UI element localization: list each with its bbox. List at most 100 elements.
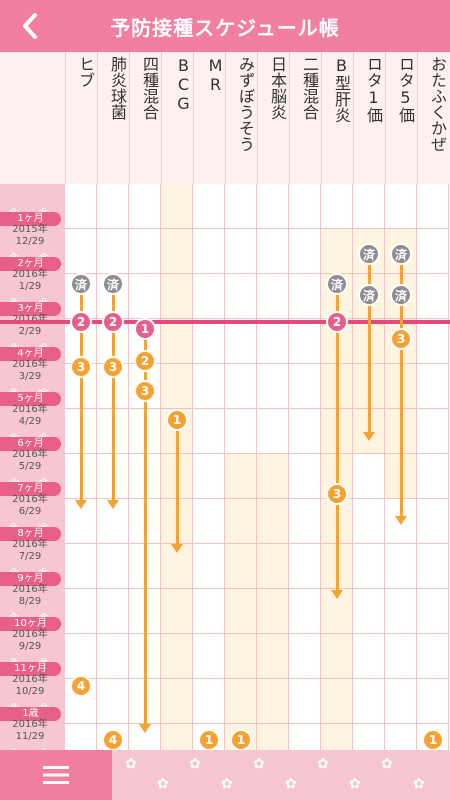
schedule-cell[interactable] [385, 634, 417, 679]
schedule-cell[interactable] [289, 454, 321, 499]
schedule-cell[interactable] [257, 724, 289, 750]
schedule-cell[interactable] [417, 544, 449, 589]
schedule-cell[interactable] [129, 184, 161, 229]
schedule-cell[interactable] [417, 409, 449, 454]
schedule-cell[interactable] [257, 319, 289, 364]
schedule-cell[interactable] [353, 634, 385, 679]
schedule-cell[interactable] [289, 499, 321, 544]
schedule-cell[interactable] [65, 184, 97, 229]
schedule-cell[interactable] [289, 409, 321, 454]
schedule-cell[interactable] [257, 499, 289, 544]
schedule-cell[interactable] [417, 364, 449, 409]
schedule-cell[interactable] [97, 679, 129, 724]
schedule-cell[interactable] [65, 589, 97, 634]
schedule-cell[interactable] [321, 679, 353, 724]
schedule-cell[interactable] [193, 364, 225, 409]
dose-badge[interactable]: 4 [102, 729, 124, 750]
schedule-cell[interactable] [193, 409, 225, 454]
schedule-cell[interactable] [97, 229, 129, 274]
schedule-cell[interactable] [257, 364, 289, 409]
schedule-cell[interactable] [289, 679, 321, 724]
schedule-cell[interactable] [161, 229, 193, 274]
schedule-cell[interactable] [161, 679, 193, 724]
schedule-cell[interactable] [289, 229, 321, 274]
schedule-cell[interactable] [257, 679, 289, 724]
schedule-cell[interactable] [289, 544, 321, 589]
schedule-cell[interactable] [257, 274, 289, 319]
done-badge[interactable]: 済 [326, 273, 348, 295]
dose-badge[interactable]: 3 [390, 328, 412, 350]
schedule-cell[interactable] [65, 544, 97, 589]
schedule-cell[interactable] [225, 319, 257, 364]
dose-badge[interactable]: 1 [166, 409, 188, 431]
back-button[interactable] [10, 8, 50, 44]
schedule-cell[interactable] [353, 679, 385, 724]
schedule-cell[interactable] [161, 724, 193, 750]
dose-badge[interactable]: 1 [134, 318, 156, 340]
schedule-cell[interactable] [289, 184, 321, 229]
schedule-cell[interactable] [417, 184, 449, 229]
schedule-cell[interactable] [417, 679, 449, 724]
dose-badge[interactable]: 4 [70, 675, 92, 697]
schedule-cell[interactable] [193, 679, 225, 724]
dose-badge[interactable]: 1 [230, 729, 252, 750]
schedule-cell[interactable] [417, 229, 449, 274]
done-badge[interactable]: 済 [358, 284, 380, 306]
schedule-cell[interactable] [193, 634, 225, 679]
dose-badge[interactable]: 2 [326, 311, 348, 333]
schedule-cell[interactable] [289, 319, 321, 364]
schedule-cell[interactable] [97, 589, 129, 634]
schedule-cell[interactable] [257, 229, 289, 274]
schedule-cell[interactable] [417, 589, 449, 634]
schedule-cell[interactable] [289, 724, 321, 750]
schedule-cell[interactable] [385, 724, 417, 750]
schedule-cell[interactable] [161, 184, 193, 229]
schedule-cell[interactable] [225, 229, 257, 274]
schedule-cell[interactable] [65, 724, 97, 750]
dose-badge[interactable]: 1 [198, 729, 220, 750]
schedule-cell[interactable] [225, 274, 257, 319]
dose-badge[interactable]: 1 [422, 729, 444, 750]
schedule-cell[interactable] [321, 229, 353, 274]
done-badge[interactable]: 済 [70, 273, 92, 295]
schedule-cell[interactable] [321, 724, 353, 750]
dose-badge[interactable]: 3 [70, 356, 92, 378]
schedule-cell[interactable] [161, 589, 193, 634]
schedule-cell[interactable] [225, 409, 257, 454]
schedule-cell[interactable] [161, 634, 193, 679]
schedule-cell[interactable] [193, 544, 225, 589]
schedule-cell[interactable] [353, 184, 385, 229]
schedule-cell[interactable] [385, 544, 417, 589]
schedule-cell[interactable] [193, 454, 225, 499]
schedule-cell[interactable] [385, 679, 417, 724]
schedule-cell[interactable] [353, 589, 385, 634]
schedule-cell[interactable] [353, 454, 385, 499]
schedule-cell[interactable] [417, 319, 449, 364]
schedule-cell[interactable] [193, 184, 225, 229]
schedule-cell[interactable] [193, 589, 225, 634]
done-badge[interactable]: 済 [390, 243, 412, 265]
schedule-cell[interactable] [97, 544, 129, 589]
schedule-cell[interactable] [257, 634, 289, 679]
dose-badge[interactable]: 3 [326, 483, 348, 505]
schedule-cell[interactable] [129, 274, 161, 319]
schedule-cell[interactable] [161, 319, 193, 364]
schedule-cell[interactable] [193, 229, 225, 274]
schedule-cell[interactable] [225, 634, 257, 679]
schedule-cell[interactable] [97, 184, 129, 229]
schedule-cell[interactable] [225, 499, 257, 544]
schedule-cell[interactable] [353, 724, 385, 750]
dose-badge[interactable]: 2 [102, 311, 124, 333]
schedule-cell[interactable] [97, 634, 129, 679]
schedule-cell[interactable] [193, 274, 225, 319]
schedule-cell[interactable] [289, 634, 321, 679]
schedule-cell[interactable] [161, 274, 193, 319]
dose-badge[interactable]: 3 [134, 380, 156, 402]
schedule-cell[interactable] [417, 274, 449, 319]
schedule-cell[interactable] [257, 544, 289, 589]
schedule-cell[interactable] [193, 319, 225, 364]
dose-badge[interactable]: 3 [102, 356, 124, 378]
schedule-cell[interactable] [289, 274, 321, 319]
schedule-cell[interactable] [257, 454, 289, 499]
schedule-cell[interactable] [257, 184, 289, 229]
